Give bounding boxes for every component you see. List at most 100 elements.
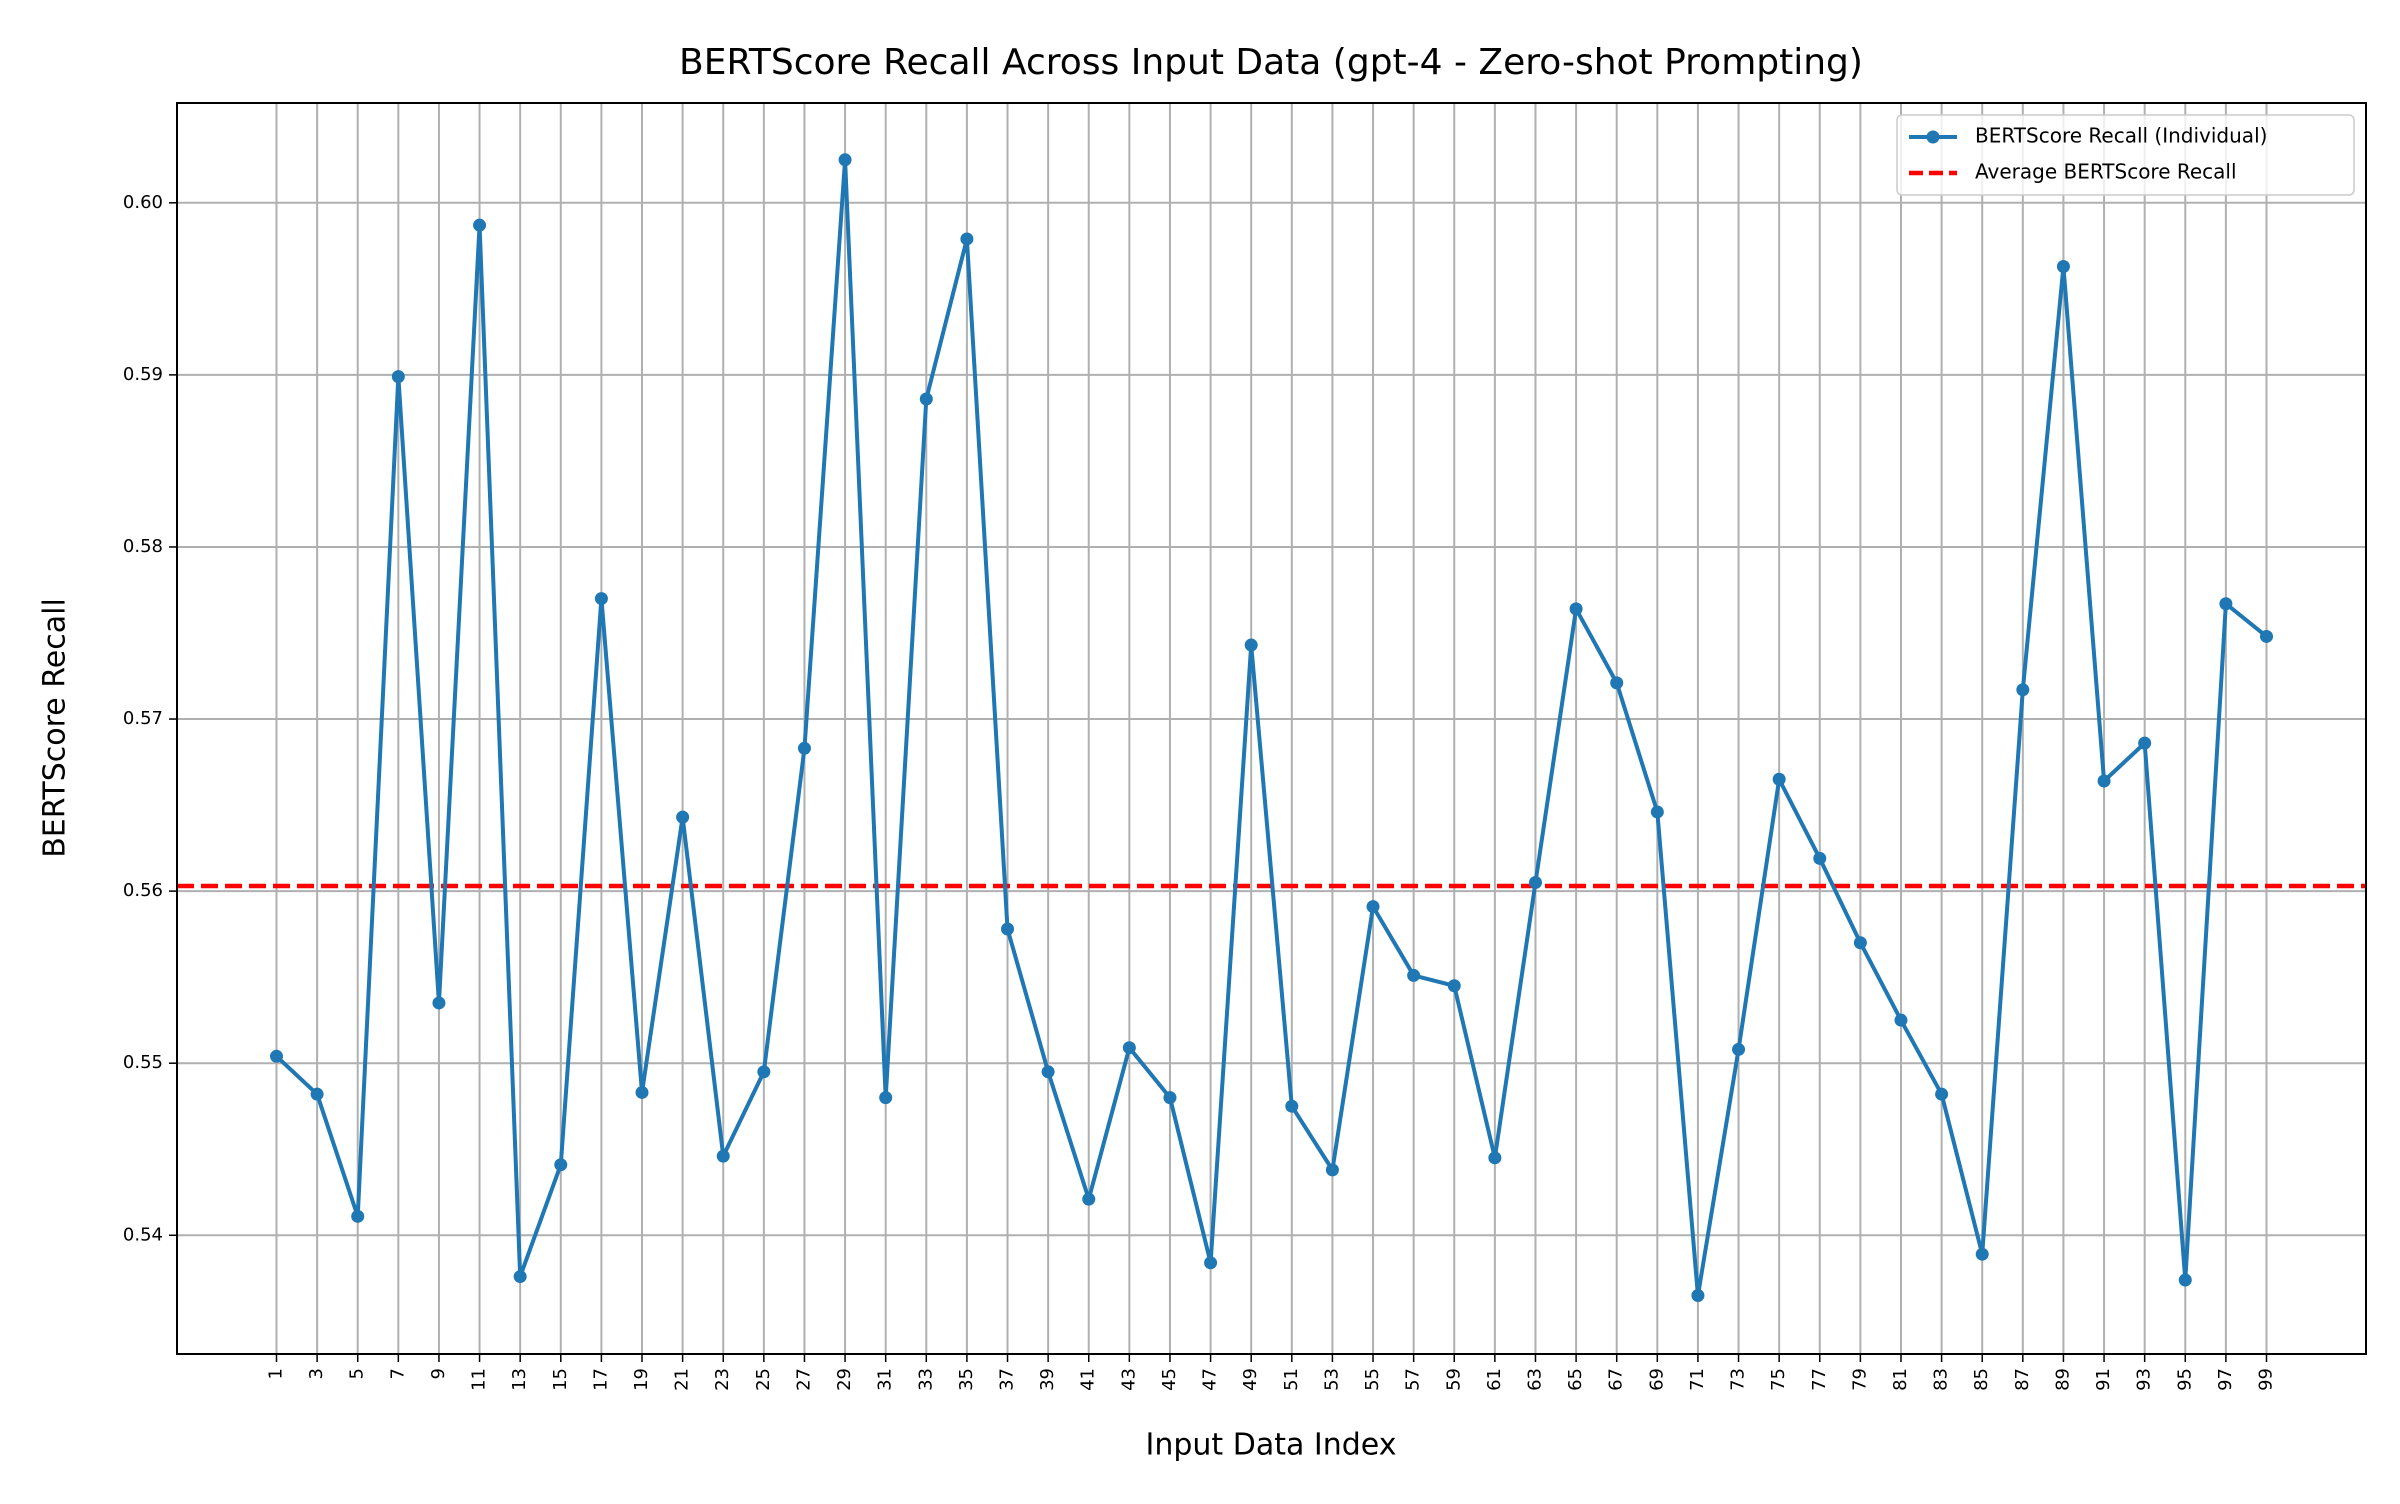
x-tick-label: 27: [793, 1368, 814, 1391]
x-tick-label: 61: [1484, 1368, 1505, 1391]
y-tick-label: 0.57: [123, 708, 163, 729]
x-tick-label: 13: [509, 1368, 530, 1391]
x-tick-label: 31: [875, 1368, 896, 1391]
data-point: [1041, 1065, 1055, 1079]
x-tick-label: 7: [387, 1368, 408, 1379]
data-point: [1610, 676, 1624, 690]
chart-title: BERTScore Recall Across Input Data (gpt-…: [679, 42, 1863, 83]
x-tick-label: 33: [915, 1368, 936, 1391]
x-tick-label: 83: [1931, 1368, 1952, 1391]
x-tick-label: 77: [1809, 1368, 1830, 1391]
data-point: [838, 153, 852, 167]
data-point: [270, 1049, 283, 1063]
y-tick-label: 0.58: [123, 536, 163, 557]
data-point: [1204, 1256, 1218, 1270]
x-tick-label: 95: [2174, 1368, 2195, 1391]
data-point: [391, 370, 405, 384]
y-tick-label: 0.55: [123, 1052, 163, 1073]
x-tick-label: 99: [2256, 1368, 2277, 1391]
data-point: [1853, 936, 1867, 950]
data-point: [919, 392, 933, 406]
data-point: [1082, 1192, 1096, 1206]
data-point: [1732, 1042, 1746, 1056]
x-tick-label: 21: [672, 1368, 693, 1391]
x-tick-label: 1: [266, 1368, 287, 1379]
x-tick-label: 67: [1606, 1368, 1627, 1391]
data-point: [1975, 1247, 1989, 1261]
data-point: [351, 1209, 365, 1223]
data-line: [275, 157, 2268, 1298]
data-point: [310, 1087, 324, 1101]
data-point: [1325, 1163, 1339, 1177]
data-point: [2056, 259, 2070, 273]
y-tick-label: 0.60: [123, 192, 163, 213]
data-point: [960, 232, 974, 246]
x-axis-label: Input Data Index: [1146, 1428, 1397, 1463]
data-point: [2016, 683, 2030, 697]
data-point: [1528, 876, 1542, 890]
x-tick-label: 23: [712, 1368, 733, 1391]
y-axis-label: BERTScore Recall: [38, 598, 73, 858]
plot-frame: [176, 102, 2367, 1355]
x-tick-label: 37: [997, 1368, 1018, 1391]
x-tick-label: 85: [1971, 1368, 1992, 1391]
x-tick-label: 79: [1849, 1368, 1870, 1391]
x-tick-label: 59: [1443, 1368, 1464, 1391]
data-point: [1650, 805, 1664, 819]
x-tick-label: 51: [1281, 1368, 1302, 1391]
data-point: [1894, 1013, 1908, 1027]
data-point: [676, 810, 690, 824]
data-point: [716, 1149, 730, 1163]
x-tick-label: 45: [1159, 1368, 1180, 1391]
x-tick-label: 87: [2012, 1368, 2033, 1391]
y-tick-label: 0.54: [123, 1224, 163, 1245]
data-point: [2219, 597, 2233, 611]
data-point: [1366, 900, 1380, 914]
data-point: [757, 1065, 771, 1079]
data-point: [473, 218, 487, 232]
x-tick-label: 19: [631, 1368, 652, 1391]
data-point: [1488, 1151, 1502, 1165]
data-point: [879, 1091, 893, 1105]
x-tick-label: 49: [1240, 1368, 1261, 1391]
data-point: [2097, 774, 2111, 788]
data-point: [797, 741, 811, 755]
x-tick-label: 3: [306, 1368, 327, 1379]
x-tick-label: 97: [2215, 1368, 2236, 1391]
x-tick-label: 81: [1890, 1368, 1911, 1391]
data-point: [1122, 1041, 1136, 1055]
x-tick-label: 53: [1321, 1368, 1342, 1391]
data-point: [2260, 629, 2273, 643]
x-tick-label: 93: [2134, 1368, 2155, 1391]
data-point: [1935, 1087, 1949, 1101]
data-point: [2178, 1273, 2192, 1287]
data-point: [1163, 1091, 1177, 1105]
data-point: [2138, 736, 2152, 750]
data-point: [1285, 1099, 1299, 1113]
data-point: [1569, 602, 1583, 616]
x-tick-label: 41: [1078, 1368, 1099, 1391]
x-tick-label: 15: [550, 1368, 571, 1391]
x-tick-label: 73: [1728, 1368, 1749, 1391]
x-tick-label: 71: [1687, 1368, 1708, 1391]
legend-marker: [1926, 130, 1940, 144]
y-tick-label: 0.56: [123, 880, 163, 901]
data-point: [432, 996, 446, 1010]
data-point: [554, 1158, 568, 1172]
data-point: [1407, 968, 1421, 982]
data-point: [513, 1270, 527, 1284]
x-tick-label: 55: [1362, 1368, 1383, 1391]
x-tick-label: 5: [347, 1368, 368, 1379]
legend-box: [1896, 114, 2355, 196]
data-point: [1691, 1288, 1705, 1302]
data-point: [1001, 922, 1015, 936]
x-tick-label: 29: [834, 1368, 855, 1391]
x-tick-label: 69: [1646, 1368, 1667, 1391]
x-tick-label: 35: [956, 1368, 977, 1391]
x-tick-label: 11: [469, 1368, 490, 1391]
x-tick-label: 91: [2093, 1368, 2114, 1391]
data-point: [1813, 851, 1827, 865]
data-point: [635, 1085, 649, 1099]
